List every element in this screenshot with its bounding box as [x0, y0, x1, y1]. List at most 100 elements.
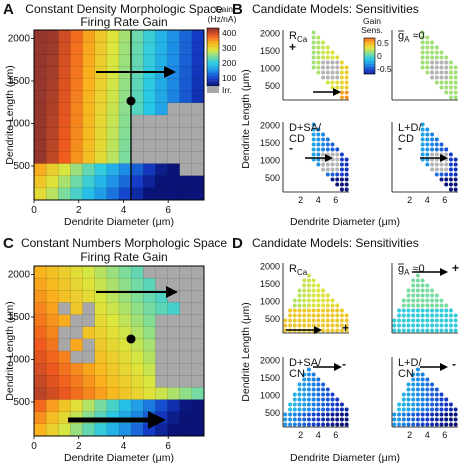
- sensitivity-dot: [321, 392, 326, 397]
- sensitivity-dot: [302, 377, 307, 382]
- colorbar-b-segment: [364, 51, 375, 53]
- panel-a-cell: [94, 126, 108, 140]
- sensitivity-dot: [406, 323, 411, 328]
- panel-a-cell: [58, 126, 71, 140]
- sensitivity-dot: [302, 397, 307, 402]
- panel-a-cell: [70, 114, 84, 128]
- sensitivity-dot: [415, 283, 420, 288]
- sensitivity-sign: -: [452, 357, 456, 371]
- panel-a-cell: [33, 66, 47, 80]
- panel-c-cell: [45, 411, 59, 425]
- panel-b-xlabel: Dendrite Diameter (μm): [290, 216, 400, 228]
- sensitivity-dot: [420, 308, 425, 313]
- panel-c-cell: [179, 399, 193, 413]
- sensitivity-dot: [434, 75, 439, 80]
- colorbar-b-segment: [364, 54, 375, 57]
- sensitivity-dot: [453, 70, 458, 75]
- panel-a-cell: [33, 187, 47, 201]
- sensitivity-dot: [439, 142, 444, 147]
- y-tick-label: 2000: [260, 121, 280, 131]
- y-tick-label: 1500: [8, 312, 31, 323]
- sensitivity-dot: [439, 80, 444, 85]
- sensitivity-dot: [411, 298, 416, 303]
- sensitivity-dot: [439, 298, 444, 303]
- panel-c-cell: [33, 338, 47, 352]
- panel-c-cell: [106, 350, 120, 364]
- panel-c-cell: [155, 265, 169, 279]
- colorbar-a-segment: [207, 68, 219, 71]
- sensitivity-dot: [339, 402, 344, 407]
- sensitivity-dot: [330, 162, 335, 167]
- panel-a-cell: [118, 151, 132, 165]
- panel-a-cell: [94, 175, 108, 189]
- panel-c-arrowhead-top: [166, 286, 178, 298]
- x-tick-label: 6: [165, 205, 171, 216]
- panel-c-cell: [118, 314, 132, 328]
- sensitivity-dot: [430, 50, 435, 55]
- sensitivity-dot: [411, 417, 416, 422]
- panel-c-cell: [58, 277, 71, 291]
- sensitivity-dot: [406, 382, 411, 387]
- sensitivity-dot: [302, 407, 307, 412]
- sensitivity-dot: [325, 308, 330, 313]
- sensitivity-dot: [311, 55, 316, 60]
- colorbar-a-tick-3: 100: [222, 73, 236, 83]
- sensitivity-dot: [316, 313, 321, 318]
- panel-a-cell: [45, 163, 59, 177]
- sensitivity-dot: [321, 45, 326, 50]
- panel-a-cell: [94, 114, 108, 128]
- sensitivity-dot: [335, 397, 340, 402]
- colorbar-a-segment: [207, 36, 219, 39]
- colorbar-b-segment: [364, 40, 375, 42]
- sensitivity-dot: [448, 187, 453, 192]
- sensitivity-dot: [430, 308, 435, 313]
- sensitivity-dot: [335, 412, 340, 417]
- sensitivity-dot: [292, 298, 297, 303]
- sensitivity-dot: [401, 308, 406, 313]
- sensitivity-dot: [448, 85, 453, 90]
- panel-a-cell: [118, 163, 132, 177]
- panel-c-cell: [94, 326, 108, 340]
- sensitivity-dot: [420, 318, 425, 323]
- panel-c-cell: [179, 362, 193, 376]
- sensitivity-dot: [288, 323, 293, 328]
- sensitivity-dot: [302, 387, 307, 392]
- sensitivity-dot: [430, 70, 435, 75]
- sensitivity-dot: [325, 412, 330, 417]
- sensitivity-dot: [448, 182, 453, 187]
- sensitivity-dot: [292, 392, 297, 397]
- sensitivity-dot: [406, 397, 411, 402]
- sensitivity-dot: [411, 313, 416, 318]
- sensitivity-dot: [297, 308, 302, 313]
- panel-a-cell: [130, 187, 144, 201]
- panel-c-cell: [94, 302, 108, 316]
- sensitivity-dot: [306, 323, 311, 328]
- panel-a-cell: [70, 90, 84, 104]
- sensitivity-dot: [344, 167, 349, 172]
- sensitivity-dot: [321, 422, 326, 427]
- panel-c-cell: [70, 387, 84, 401]
- sensitivity-dot: [401, 323, 406, 328]
- panel-a-cell: [70, 139, 84, 152]
- sensitivity-dot: [430, 402, 435, 407]
- sensitivity-dot: [339, 90, 344, 95]
- sensitivity-dot: [330, 318, 335, 323]
- panel-c-reference-dot: [126, 334, 136, 344]
- sensitivity-dot: [306, 402, 311, 407]
- sensitivity-dot: [316, 392, 321, 397]
- sensitivity-dot: [444, 412, 449, 417]
- panel-a-ylabel: Dendrite Length (μm): [4, 65, 16, 164]
- sensitivity-dot: [448, 157, 453, 162]
- sensitivity-dot: [297, 407, 302, 412]
- sensitivity-dot: [401, 313, 406, 318]
- sensitivity-dot: [425, 298, 430, 303]
- panel-c-axes: 0 2 4 6 500 1000 1500 2000: [8, 270, 172, 453]
- colorbar-b-segment: [364, 62, 375, 64]
- panel-a-cell: [167, 41, 181, 55]
- panel-a-cell: [155, 102, 169, 116]
- sensitivity-dot: [330, 80, 335, 85]
- panel-a-cell: [179, 114, 193, 128]
- sensitivity-dot: [420, 298, 425, 303]
- colorbar-a-segment: [207, 29, 219, 32]
